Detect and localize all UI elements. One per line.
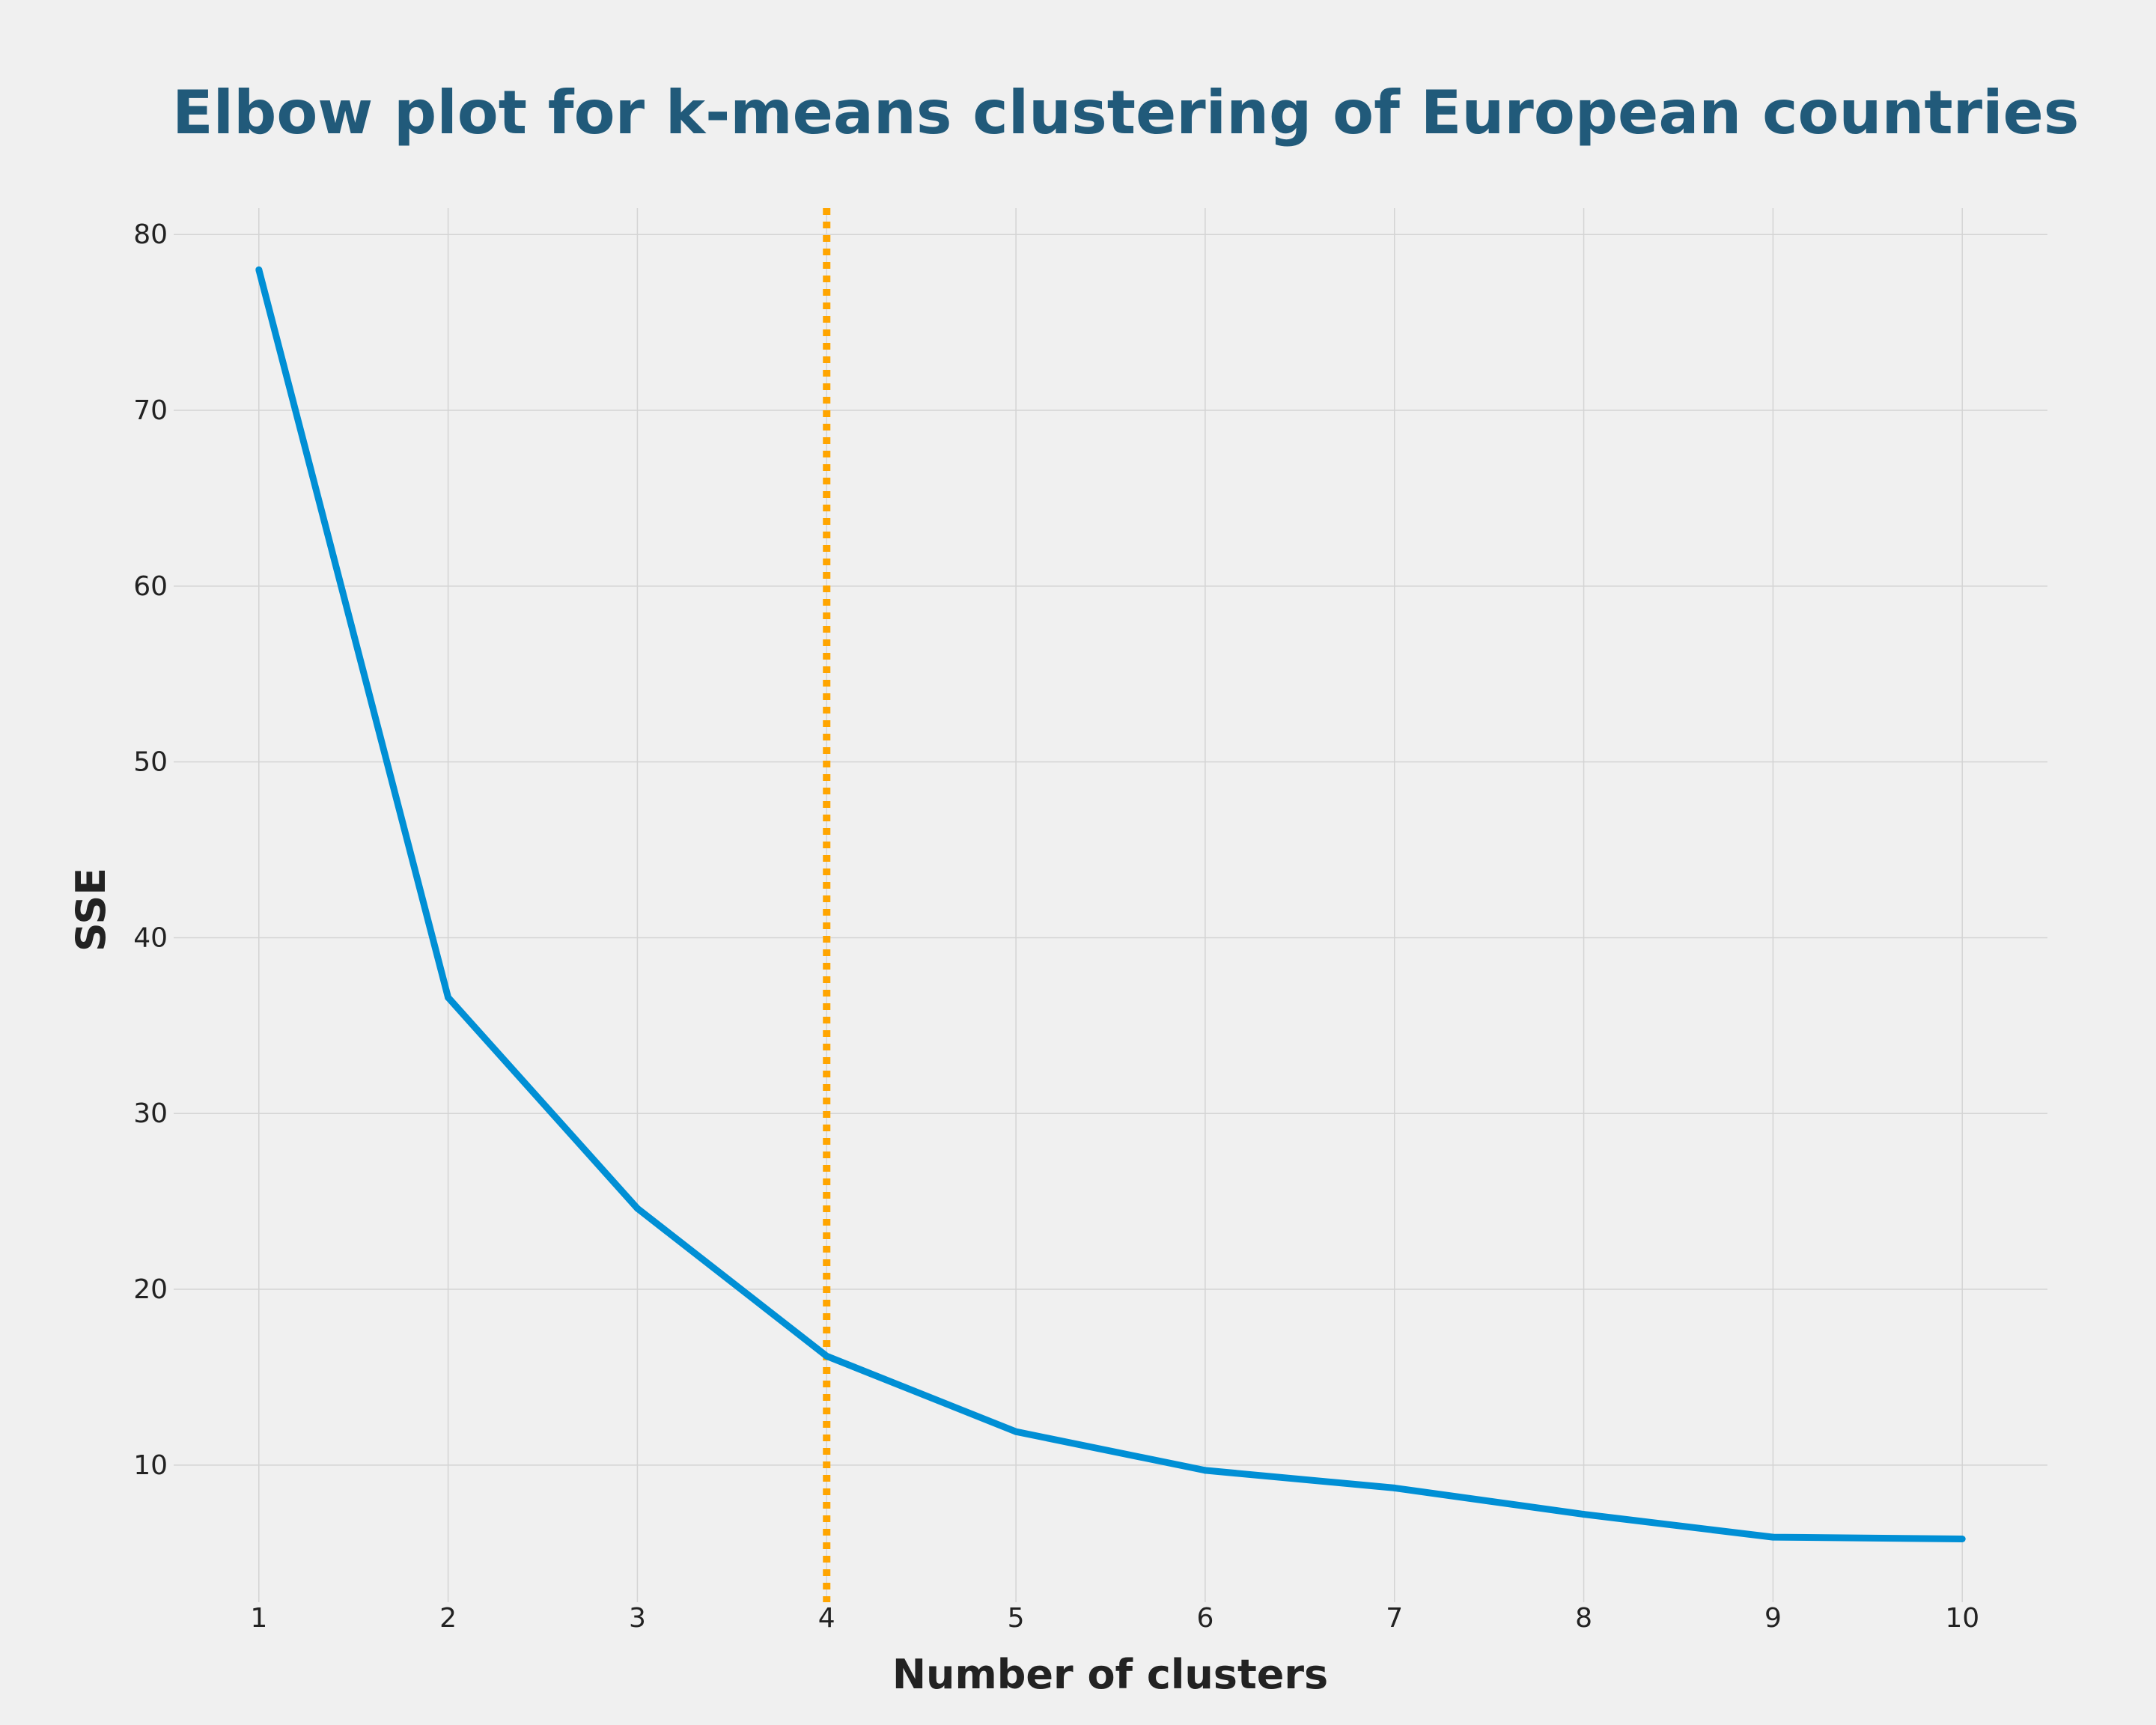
data-point-k6 — [1202, 1467, 1209, 1474]
data-point-k3 — [633, 1205, 641, 1212]
x-tick-label-10: 10 — [1945, 1603, 1979, 1634]
y-tick-label-30: 30 — [133, 1098, 168, 1129]
x-tick-label-6: 6 — [1196, 1603, 1213, 1634]
chart-title: Elbow plot for k-means clustering of Eur… — [172, 78, 2079, 147]
x-tick-label-7: 7 — [1386, 1603, 1403, 1634]
x-tick-label-2: 2 — [439, 1603, 457, 1634]
data-point-k2 — [445, 994, 452, 1001]
data-point-k9 — [1769, 1533, 1776, 1541]
x-tick-label-9: 9 — [1764, 1603, 1782, 1634]
x-tick-label-4: 4 — [818, 1603, 835, 1634]
x-tick-label-5: 5 — [1008, 1603, 1025, 1634]
x-tick-label-3: 3 — [629, 1603, 646, 1634]
y-axis-label: SSE — [67, 868, 115, 952]
x-tick-label-8: 8 — [1575, 1603, 1592, 1634]
y-tick-label-80: 80 — [133, 219, 168, 250]
data-point-k8 — [1580, 1511, 1588, 1518]
grid — [174, 208, 2047, 1602]
y-tick-label-60: 60 — [133, 571, 168, 602]
x-tick-label-1: 1 — [250, 1603, 267, 1634]
y-tick-label-50: 50 — [133, 747, 168, 778]
data-point-k5 — [1012, 1428, 1020, 1435]
series — [255, 266, 1966, 1542]
data-point-k10 — [1958, 1536, 1966, 1542]
series-line-0 — [255, 269, 1963, 1542]
data-point-k7 — [1391, 1484, 1398, 1491]
tick-labels: 1 2 3 4 5 6 7 8 9 10 10 20 30 40 50 60 70 80 — [133, 219, 1979, 1634]
y-tick-label-40: 40 — [133, 922, 168, 953]
data-point-k1 — [255, 266, 263, 273]
data-point-k4 — [823, 1352, 830, 1360]
y-tick-label-10: 10 — [133, 1450, 168, 1481]
x-axis-label: Number of clusters — [892, 1651, 1328, 1698]
y-tick-label-20: 20 — [133, 1274, 168, 1305]
y-tick-label-70: 70 — [133, 395, 168, 426]
